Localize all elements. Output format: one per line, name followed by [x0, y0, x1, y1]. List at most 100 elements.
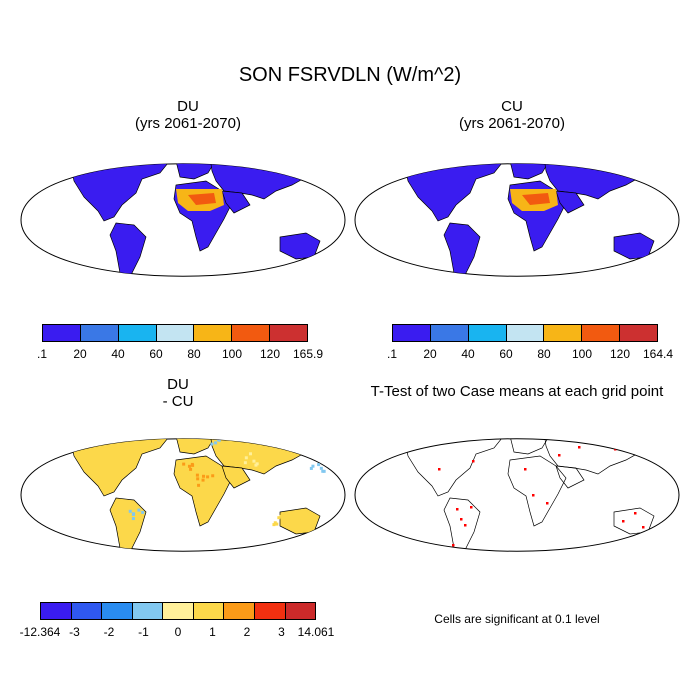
- colorbar-swatch: [163, 603, 194, 619]
- significant-cell: [596, 438, 599, 441]
- colorbar-tick-label: .1: [36, 347, 48, 361]
- land-eur: [175, 438, 215, 455]
- panel-du-colorbar: [42, 324, 308, 342]
- colorbar-tick-label: 14.061: [297, 625, 335, 639]
- colorbar-swatch: [43, 325, 81, 341]
- significant-cell: [456, 508, 459, 511]
- panel-cu-colorbar: [392, 324, 658, 342]
- colorbar-swatch: [468, 325, 507, 341]
- colorbar-tick-label: 80: [537, 347, 551, 361]
- diff-cell: [137, 508, 141, 512]
- land-grl: [484, 145, 508, 163]
- colorbar-swatch: [430, 325, 469, 341]
- diff-cell: [128, 509, 132, 513]
- panel-cu-map: [354, 145, 680, 303]
- colorbar-swatch: [193, 603, 225, 619]
- significant-cell: [470, 506, 473, 509]
- diff-cell: [311, 464, 315, 468]
- colorbar-swatch: [102, 603, 133, 619]
- panel-cu-title: CU: [501, 98, 523, 115]
- colorbar-tick-label: -2: [103, 625, 115, 639]
- diff-cell: [210, 442, 214, 446]
- significant-cell: [464, 524, 467, 527]
- panel-cu-subtitle: (yrs 2061-2070): [459, 115, 565, 132]
- land-sa: [109, 222, 147, 277]
- significant-cell: [438, 468, 441, 471]
- significant-cell: [614, 448, 617, 451]
- colorbar-tick-label: 120: [609, 347, 631, 361]
- significant-cell: [642, 526, 645, 529]
- panel-ttest-map: [354, 420, 680, 552]
- panel-diff-map: [20, 435, 346, 578]
- colorbar-tick-label: 40: [461, 347, 475, 361]
- colorbar-swatch: [224, 603, 255, 619]
- panel-du-colorbar-labels: .1 20 40 60 80 100 120 165.9: [37, 347, 323, 361]
- colorbar-tick-label: -12.364: [19, 625, 61, 639]
- panel-ttest-title: T-Test of two Case means at each grid po…: [370, 383, 664, 400]
- colorbar-tick-label: 3: [278, 625, 285, 639]
- diff-cell: [321, 469, 325, 473]
- colorbar-swatch: [71, 603, 103, 619]
- diff-cell: [131, 517, 135, 521]
- significant-cell: [524, 468, 527, 471]
- colorbar-swatch: [582, 325, 621, 341]
- land-grl: [484, 420, 508, 438]
- diff-cell: [317, 463, 321, 467]
- significant-cell: [452, 544, 455, 547]
- land-sa: [443, 497, 481, 552]
- colorbar-tick-label: 20: [73, 347, 87, 361]
- land-eur: [509, 438, 549, 455]
- panel-cu-colorbar-labels: .1 20 40 60 80 100 120 164.4: [387, 347, 673, 361]
- diff-cell: [273, 521, 277, 525]
- significant-cell: [578, 446, 581, 449]
- colorbar-tick-label: -3: [69, 625, 80, 639]
- colorbar-swatch: [232, 325, 271, 341]
- panel-diff-title: DU: [167, 376, 189, 393]
- diff-cell: [206, 475, 210, 479]
- land-ant: [78, 562, 298, 578]
- land-arab: [555, 190, 585, 214]
- diff-cell: [252, 459, 256, 463]
- colorbar-swatch: [506, 325, 545, 341]
- colorbar-tick-label: 60: [149, 347, 163, 361]
- significant-cell: [532, 494, 535, 497]
- diff-cell: [202, 474, 206, 478]
- antarctica-high-value: [492, 289, 624, 301]
- colorbar-swatch: [132, 603, 164, 619]
- colorbar-swatch: [254, 603, 286, 619]
- colorbar-swatch: [80, 325, 119, 341]
- colorbar-tick-label: 1: [209, 625, 216, 639]
- land-asia: [543, 163, 657, 200]
- significant-cell: [460, 518, 463, 521]
- figure-title: SON FSRVDLN (W/m^2): [238, 64, 462, 86]
- land-ant: [412, 287, 632, 303]
- diff-cell: [132, 512, 136, 516]
- land-sa: [109, 497, 147, 552]
- colorbar-tick-label: .1: [386, 347, 398, 361]
- land-arab: [221, 190, 251, 214]
- diff-cell: [211, 474, 215, 478]
- diff-cell: [201, 478, 205, 482]
- panel-du-title: DU: [177, 98, 199, 115]
- colorbar-swatch: [285, 603, 316, 619]
- colorbar-tick-label: 20: [423, 347, 437, 361]
- diff-cell: [195, 473, 199, 477]
- colorbar-tick-label: 0: [174, 625, 182, 639]
- colorbar-tick-label: 120: [259, 347, 281, 361]
- land-arab: [221, 465, 251, 489]
- diff-cell: [211, 435, 214, 438]
- significant-cell: [644, 454, 647, 457]
- panel-diff-colorbar-labels: -12.364 -3 -2 -1 0 1 2 3 14.061: [20, 625, 335, 639]
- colorbar-swatch: [544, 325, 583, 341]
- panel-diff-subtitle: - CU: [162, 393, 194, 410]
- land-eur: [175, 163, 215, 180]
- significant-cell: [634, 512, 637, 515]
- diff-cell: [275, 522, 279, 526]
- land-eur: [509, 163, 549, 180]
- diff-cell: [182, 462, 186, 466]
- panel-du-subtitle: (yrs 2061-2070): [135, 115, 241, 132]
- significant-cell: [558, 454, 561, 457]
- land-grl: [150, 145, 174, 163]
- diff-cell: [189, 467, 193, 471]
